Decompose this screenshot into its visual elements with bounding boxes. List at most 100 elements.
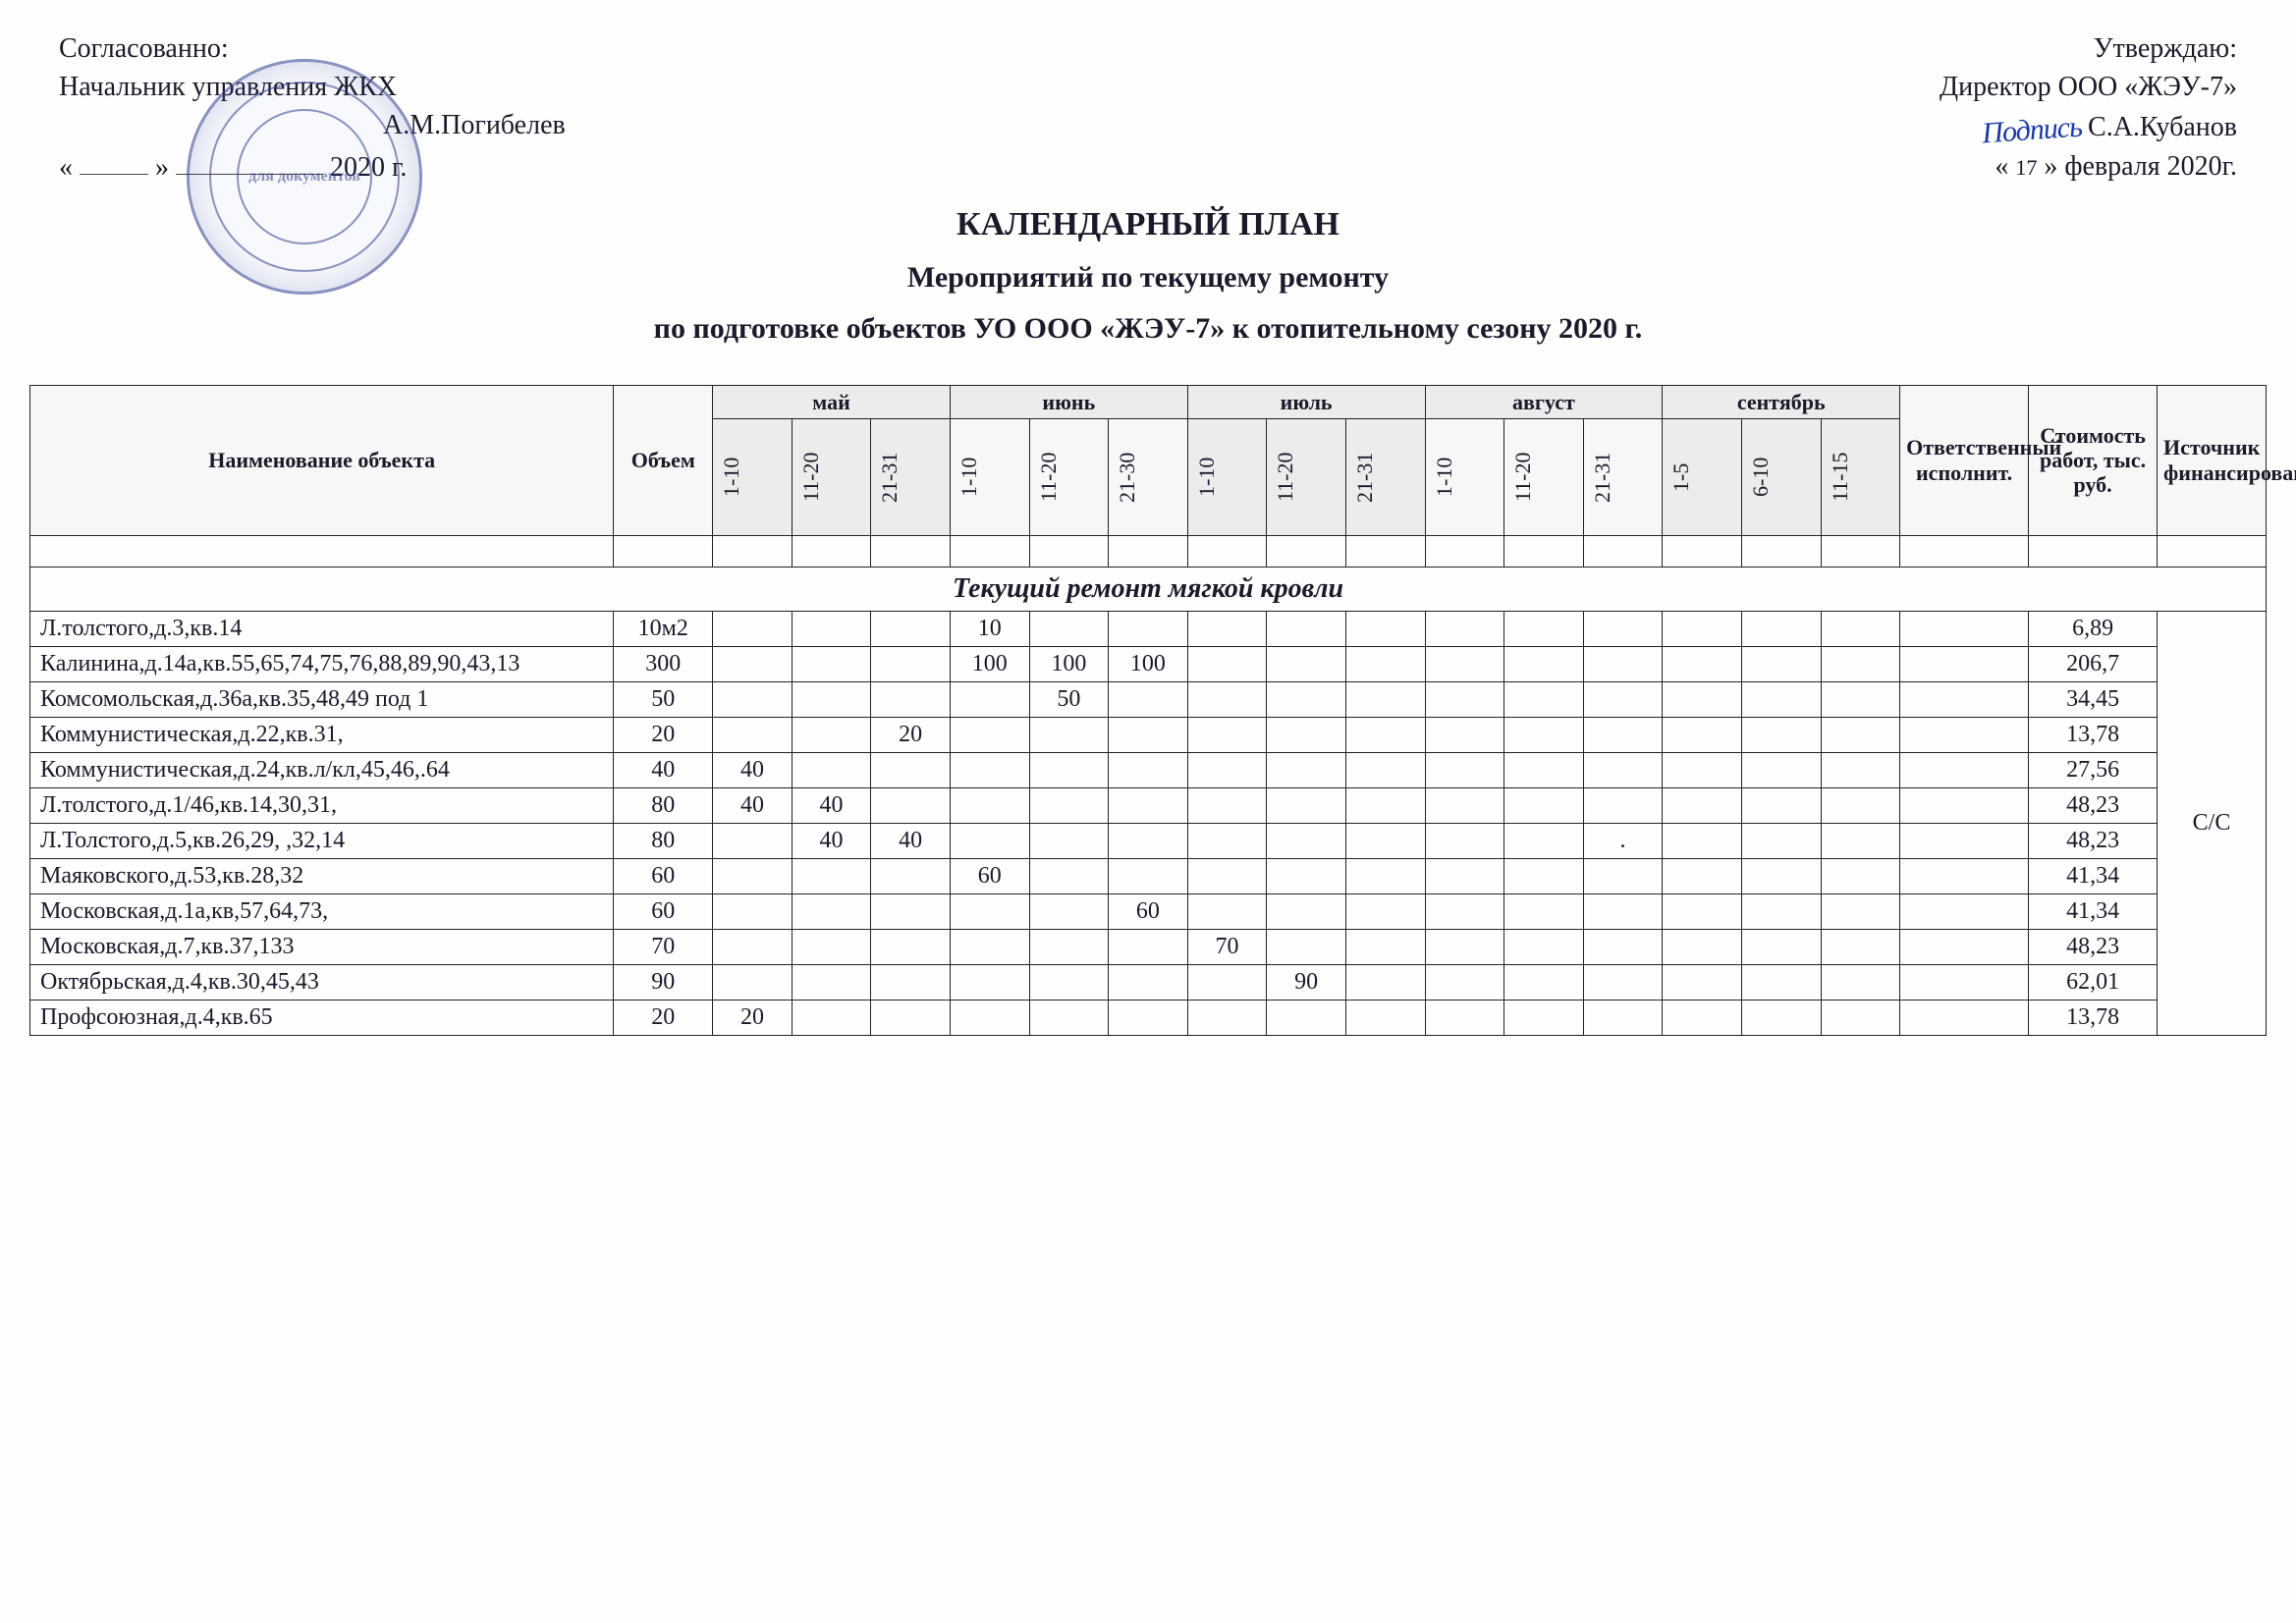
- table-body: Текущий ремонт мягкой кровли Л.толстого,…: [30, 567, 2267, 1035]
- cell-period: [1663, 787, 1742, 823]
- cell-period: [1345, 787, 1425, 823]
- cell-volume: 50: [614, 681, 713, 717]
- cell-period: [950, 893, 1029, 929]
- cell-period: [792, 717, 871, 752]
- cell-period: 20: [871, 717, 951, 752]
- cell-period: [1345, 681, 1425, 717]
- cell-responsible: [1900, 964, 2029, 1000]
- cell-period: [1741, 929, 1821, 964]
- cell-period: [1187, 893, 1267, 929]
- cell-period: [1267, 823, 1346, 858]
- cell-period: [713, 611, 793, 646]
- table-row: Л.толстого,д.3,кв.1410м2106,89С/С: [30, 611, 2267, 646]
- blank-day: [80, 145, 148, 176]
- cell-period: [871, 964, 951, 1000]
- cell-period: [1029, 717, 1109, 752]
- cell-period: [1821, 929, 1900, 964]
- cell-period: [713, 964, 793, 1000]
- cell-period: [1267, 1000, 1346, 1035]
- cell-volume: 60: [614, 893, 713, 929]
- cell-responsible: [1900, 787, 2029, 823]
- cell-period: [1583, 964, 1663, 1000]
- cell-period: [1663, 646, 1742, 681]
- cell-volume: 10м2: [614, 611, 713, 646]
- cell-period: [950, 787, 1029, 823]
- cell-period: [1741, 858, 1821, 893]
- cell-period: [1109, 717, 1188, 752]
- cell-period: [1504, 964, 1584, 1000]
- cell-period: [871, 752, 951, 787]
- table-row: Коммунистическая,д.24,кв.л/кл,45,46,.644…: [30, 752, 2267, 787]
- cell-responsible: [1900, 929, 2029, 964]
- cell-period: [792, 611, 871, 646]
- cell-volume: 80: [614, 823, 713, 858]
- cell-period: [1345, 929, 1425, 964]
- cell-name: Комсомольская,д.36а,кв.35,48,49 под 1: [30, 681, 614, 717]
- cell-period: [1029, 823, 1109, 858]
- approval-right-sig-row: Подпись С.А.Кубанов: [1726, 106, 2237, 147]
- cell-period: 40: [871, 823, 951, 858]
- cell-period: [1345, 752, 1425, 787]
- cell-responsible: [1900, 893, 2029, 929]
- cell-period: [1663, 823, 1742, 858]
- cell-period: [871, 787, 951, 823]
- cell-cost: 48,23: [2029, 929, 2158, 964]
- cell-period: [713, 929, 793, 964]
- stamp-text: для документов: [248, 168, 360, 186]
- sub-jul-3: 21-31: [1352, 423, 1377, 531]
- cell-period: [950, 681, 1029, 717]
- cell-period: [1821, 717, 1900, 752]
- cell-period: [1504, 929, 1584, 964]
- hdr-volume: Объем: [614, 385, 713, 535]
- cell-responsible: [1900, 681, 2029, 717]
- table-row: Калинина,д.14а,кв.55,65,74,75,76,88,89,9…: [30, 646, 2267, 681]
- cell-period: 40: [792, 787, 871, 823]
- sub-sep-1: 1-5: [1668, 423, 1693, 531]
- rq-open: «: [1995, 151, 2008, 182]
- cell-period: [1583, 752, 1663, 787]
- cell-period: [792, 752, 871, 787]
- cell-cost: 41,34: [2029, 893, 2158, 929]
- cell-cost: 41,34: [2029, 858, 2158, 893]
- cell-period: [950, 929, 1029, 964]
- cell-period: [1663, 752, 1742, 787]
- cell-period: [1425, 752, 1504, 787]
- cell-period: [1109, 611, 1188, 646]
- cell-period: [1425, 823, 1504, 858]
- cell-period: [1187, 787, 1267, 823]
- cell-period: [792, 681, 871, 717]
- hdr-sep: сентябрь: [1663, 385, 1900, 418]
- cell-period: [950, 964, 1029, 1000]
- sub-jun-3: 21-30: [1115, 423, 1139, 531]
- cell-period: [1583, 929, 1663, 964]
- table-row: Октябрьская,д.4,кв.30,45,43909062,01: [30, 964, 2267, 1000]
- cell-period: [713, 681, 793, 717]
- cell-period: [1345, 823, 1425, 858]
- table-row: Комсомольская,д.36а,кв.35,48,49 под 1505…: [30, 681, 2267, 717]
- cell-period: [1109, 858, 1188, 893]
- cell-name: Московская,д.1а,кв,57,64,73,: [30, 893, 614, 929]
- cell-period: [1741, 611, 1821, 646]
- table-row: Профсоюзная,д.4,кв.65202013,78: [30, 1000, 2267, 1035]
- approval-left-line1: Согласованно:: [59, 29, 648, 68]
- header-spacer-row: [30, 535, 2267, 567]
- cell-period: [950, 717, 1029, 752]
- cell-period: [1821, 646, 1900, 681]
- signature-scribble: Подпись: [1981, 107, 2083, 155]
- section-title: Текущий ремонт мягкой кровли: [30, 567, 2267, 611]
- cell-period: [1663, 929, 1742, 964]
- sub-aug-2: 11-20: [1510, 423, 1535, 531]
- hdr-aug: август: [1425, 385, 1663, 418]
- cell-cost: 48,23: [2029, 787, 2158, 823]
- cell-volume: 90: [614, 964, 713, 1000]
- table-row: Коммунистическая,д.22,кв.31,202013,78: [30, 717, 2267, 752]
- cell-period: [1345, 858, 1425, 893]
- cell-cost: 34,45: [2029, 681, 2158, 717]
- cell-period: [1425, 858, 1504, 893]
- cell-period: [1504, 611, 1584, 646]
- cell-name: Калинина,д.14а,кв.55,65,74,75,76,88,89,9…: [30, 646, 614, 681]
- hdr-jul: июль: [1187, 385, 1425, 418]
- cell-period: [1821, 964, 1900, 1000]
- cell-period: [1425, 893, 1504, 929]
- cell-period: [1345, 717, 1425, 752]
